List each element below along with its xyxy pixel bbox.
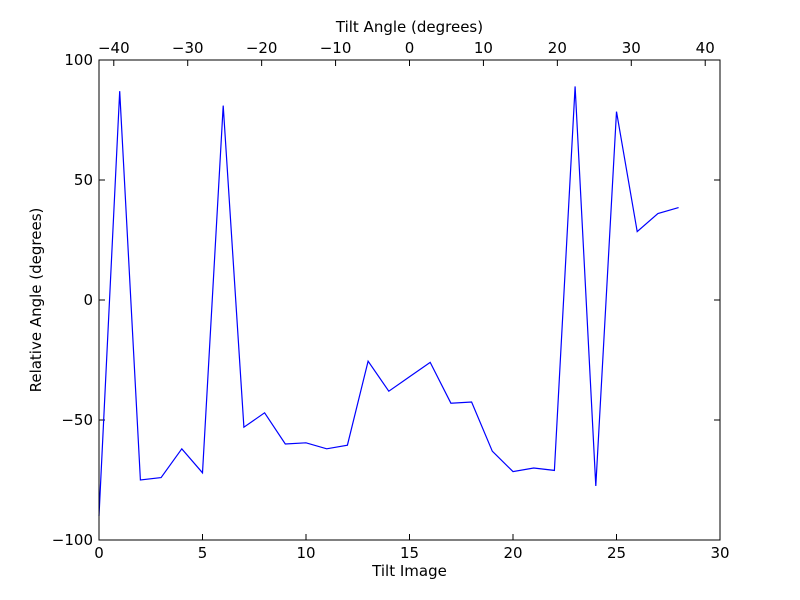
x-tick-label: 5 [198, 544, 208, 562]
series-line [98, 86, 679, 517]
x-tick-label: 0 [94, 544, 104, 562]
top-tick-label: 40 [696, 39, 715, 57]
y-tick-label: 0 [83, 291, 93, 309]
x-tick-label: 20 [503, 544, 522, 562]
x-tick-label: 25 [607, 544, 626, 562]
y-tick-label: −100 [52, 531, 93, 549]
series-layer [98, 86, 679, 517]
plot-frame [98, 59, 721, 541]
y-tick-label: 50 [74, 171, 93, 189]
x-tick-label: 15 [400, 544, 419, 562]
top-tick-label: 10 [474, 39, 493, 57]
x-tick-label: 10 [296, 544, 315, 562]
y-tick-label: 100 [64, 51, 93, 69]
top-tick-label: 0 [405, 39, 415, 57]
top-tick-label: −20 [246, 39, 278, 57]
plot-area [99, 60, 720, 540]
top-tick-label: −40 [98, 39, 130, 57]
top-tick-label: −30 [172, 39, 204, 57]
x-axis-label: Tilt Image [371, 562, 447, 580]
x-tick-label: 30 [710, 544, 729, 562]
top-tick-label: −10 [320, 39, 352, 57]
y-tick-label: −50 [61, 411, 93, 429]
top-tick-label: 20 [548, 39, 567, 57]
top-axis-label: Tilt Angle (degrees) [335, 18, 483, 36]
axis-tick-labels: 0 5 10 15 20 25 30−40 −30 −20 −10 0 10 20 30 40−100−50… [52, 39, 730, 562]
y-axis-label: Relative Angle (degrees) [27, 208, 45, 393]
top-tick-label: 30 [622, 39, 641, 57]
